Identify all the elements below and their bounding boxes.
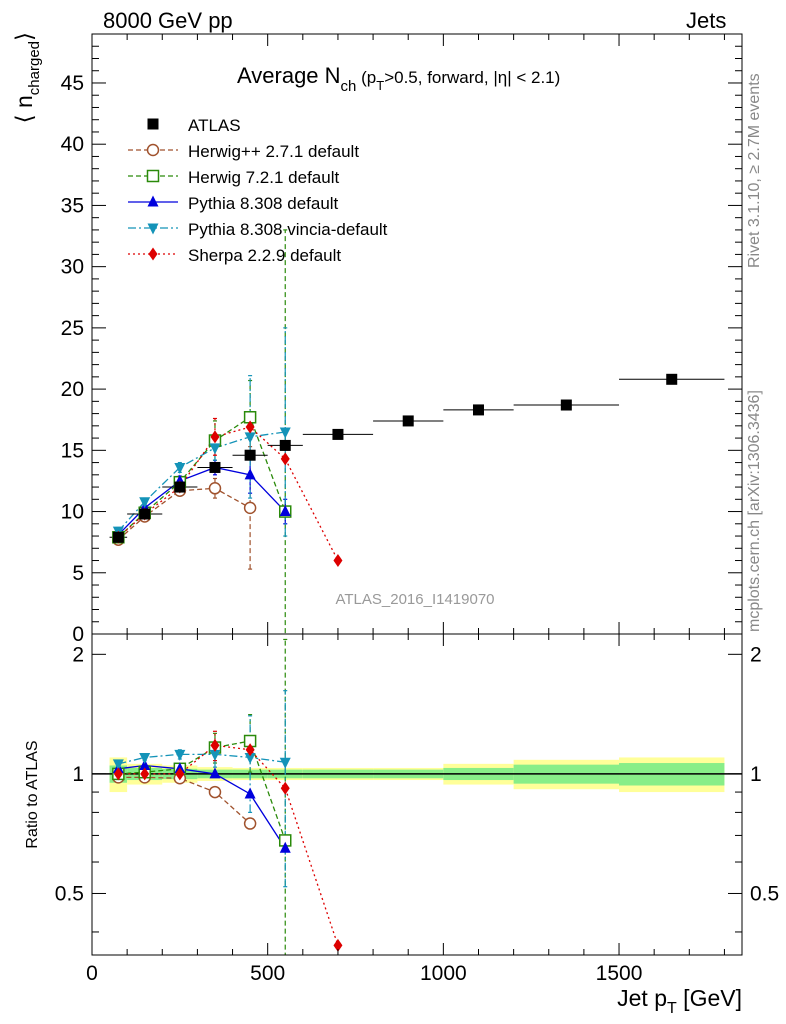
series-0-point: [208, 482, 222, 495]
series-4-ratio-point: [210, 738, 220, 752]
atlas-data-point: [402, 415, 414, 427]
legend-label: Herwig++ 2.7.1 default: [188, 142, 359, 161]
legend-label: ATLAS: [188, 116, 241, 135]
ratio-y-tick-label-right: 2: [750, 643, 762, 666]
y-tick-label: 0: [72, 623, 84, 646]
y-tick-label: 15: [61, 439, 84, 462]
x-tick-label: 500: [250, 962, 285, 985]
series-3-ratio-point: [209, 749, 221, 761]
ratio-panel-frame: [91, 633, 743, 956]
series-4-point: [333, 554, 343, 568]
series-4-ratio-point: [280, 781, 290, 795]
chart-title: Average Nch (pT>0.5, forward, |η| < 2.1): [237, 63, 560, 95]
series-3-ratio-line: [118, 753, 286, 765]
atlas-data-point: [332, 428, 344, 440]
legend-label: Pythia 8.308 default: [188, 194, 339, 213]
series-1-ratio-line: [118, 740, 286, 841]
series-4-point: [210, 430, 220, 444]
series-3-ratio-point: [279, 757, 291, 769]
series-4-ratio-point: [140, 767, 150, 781]
x-tick-label: 1500: [596, 962, 643, 985]
y-tick-label: 35: [61, 194, 84, 217]
series-3-point: [209, 443, 221, 455]
ratio-y-tick-label-right: 1: [750, 763, 762, 786]
analysis-watermark: ATLAS_2016_I1419070: [335, 591, 494, 608]
y-tick-label: 5: [72, 562, 84, 585]
legend-marker: [146, 169, 160, 183]
y-tick-label: 25: [61, 317, 84, 340]
atlas-data-point: [209, 461, 221, 473]
y-tick-label: 20: [61, 378, 84, 401]
header-energy-label: 8000 GeV pp: [103, 8, 233, 33]
legend-marker: [147, 118, 159, 130]
header-jets-label: Jets: [686, 8, 727, 33]
series-2-ratio-point: [279, 841, 291, 853]
legend-label: Sherpa 2.2.9 default: [188, 246, 341, 265]
series-2-point: [279, 505, 291, 517]
series-4-point: [245, 420, 255, 434]
series-4-point: [280, 452, 290, 466]
series-3-point: [279, 427, 291, 439]
ratio-y-tick-label: 2: [72, 643, 84, 666]
series-3-ratio-point: [139, 752, 151, 764]
ratio-axis-label: Ratio to ATLAS: [24, 740, 41, 848]
y-axis-label: ⟨ ncharged⟩: [11, 32, 43, 123]
series-2-ratio-point: [244, 787, 256, 799]
series-2-ratio-point: [209, 767, 221, 779]
series-4-ratio-point: [333, 938, 343, 952]
series-0-point: [243, 501, 257, 515]
y-tick-label: 10: [61, 501, 84, 524]
y-tick-label: 30: [61, 256, 84, 279]
series-3-ratio-point: [112, 759, 124, 771]
y-tick-label: 40: [61, 133, 84, 156]
legend-marker: [147, 223, 159, 235]
legend-marker: [148, 247, 158, 261]
series-4-ratio-point: [175, 767, 185, 781]
ratio-y-tick-label: 0.5: [55, 882, 84, 905]
ratio-y-tick-label: 1: [72, 763, 84, 786]
atlas-data-point: [666, 373, 678, 385]
atlas-data-point: [174, 481, 186, 493]
atlas-data-point: [560, 399, 572, 411]
legend-marker: [146, 143, 160, 157]
series-3-ratio-point: [244, 752, 256, 764]
series-2-point: [244, 468, 256, 480]
series-4-line: [117, 426, 339, 561]
series-0-ratio-line: [118, 776, 251, 825]
series-0-ratio-point: [208, 785, 222, 799]
series-3-point: [174, 462, 186, 474]
legend-label: Pythia 8.308 vincia-default: [188, 220, 388, 239]
series-3-point: [139, 497, 151, 509]
series-2-ratio-point: [139, 758, 151, 770]
ratio-panel-plot-area: [92, 638, 742, 955]
atlas-data-point: [472, 404, 484, 416]
legend-label: Herwig 7.2.1 default: [188, 168, 339, 187]
atlas-data-point: [279, 439, 291, 451]
series-3-ratio-point: [174, 749, 186, 761]
series-4-ratio-point: [113, 767, 123, 781]
legend-marker: [147, 195, 159, 207]
x-tick-label: 0: [86, 962, 98, 985]
series-4-ratio-point: [245, 743, 255, 757]
x-tick-label: 1000: [420, 962, 467, 985]
y-tick-label: 45: [61, 72, 84, 95]
series-3-point: [244, 432, 256, 444]
atlas-data-point: [139, 508, 151, 520]
top-panel-plot-area: [109, 229, 725, 634]
atlas-data-point: [244, 449, 256, 461]
series-0-ratio-point: [243, 817, 257, 830]
ratio-y-tick-label-right: 0.5: [750, 882, 779, 905]
x-axis-label: Jet pT [GeV]: [617, 985, 742, 1017]
atlas-data-point: [112, 531, 124, 543]
